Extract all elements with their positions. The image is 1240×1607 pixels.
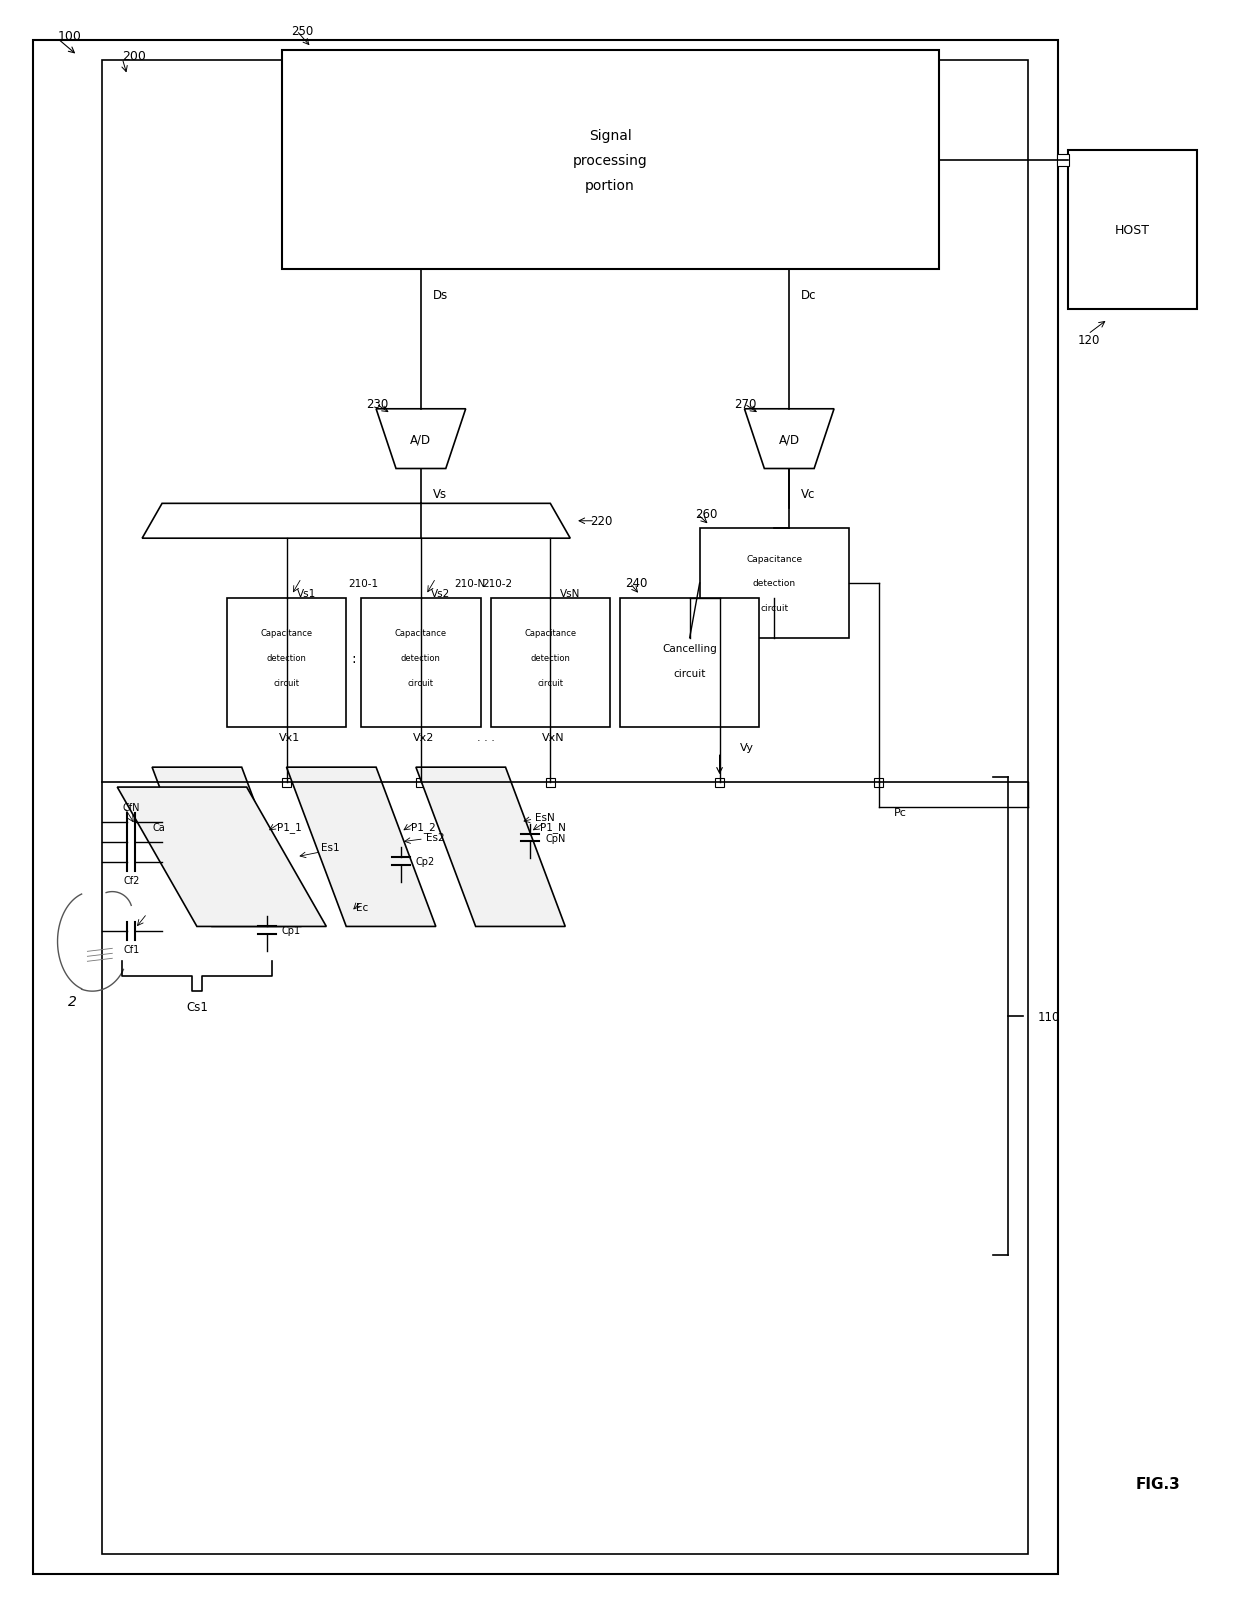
- Text: 110: 110: [1038, 1009, 1060, 1024]
- Text: Cs1: Cs1: [186, 1000, 208, 1012]
- Bar: [281, 51, 939, 270]
- Bar: [227, 598, 346, 728]
- Bar: [699, 529, 849, 638]
- Text: Signal: Signal: [589, 129, 631, 143]
- Text: Es1: Es1: [321, 842, 340, 852]
- Text: Ds: Ds: [433, 289, 448, 302]
- Text: 220: 220: [590, 514, 613, 529]
- Text: Vc: Vc: [801, 487, 816, 501]
- Text: 230: 230: [366, 399, 388, 411]
- Text: VsN: VsN: [560, 588, 580, 598]
- Bar: [103, 61, 1028, 1554]
- Text: Vx2: Vx2: [413, 733, 434, 742]
- Text: Vs1: Vs1: [296, 588, 316, 598]
- Polygon shape: [286, 768, 435, 927]
- Text: P1_N: P1_N: [541, 821, 567, 832]
- Text: :: :: [351, 651, 356, 665]
- Text: 210-1: 210-1: [348, 579, 378, 588]
- Text: Vs2: Vs2: [430, 588, 450, 598]
- Text: Ca: Ca: [153, 823, 165, 832]
- Text: A/D: A/D: [779, 432, 800, 445]
- Text: detection: detection: [753, 579, 796, 588]
- Text: 2: 2: [68, 995, 77, 1009]
- Text: Cf1: Cf1: [123, 945, 139, 955]
- Text: 200: 200: [123, 50, 146, 63]
- Bar: [874, 778, 883, 787]
- Polygon shape: [744, 410, 835, 469]
- Bar: [546, 778, 554, 787]
- Text: 120: 120: [1078, 333, 1100, 347]
- Text: CfN: CfN: [123, 802, 140, 813]
- Bar: [715, 778, 724, 787]
- Text: Vs: Vs: [433, 487, 446, 501]
- Bar: [620, 598, 759, 728]
- Text: circuit: circuit: [673, 669, 706, 678]
- Polygon shape: [415, 768, 565, 927]
- Text: Es2: Es2: [425, 832, 444, 842]
- Text: Ec: Ec: [356, 902, 368, 911]
- Text: CpN: CpN: [546, 832, 565, 844]
- Text: Dc: Dc: [801, 289, 817, 302]
- Text: detection: detection: [401, 654, 441, 662]
- Text: detection: detection: [267, 654, 306, 662]
- Text: Vx1: Vx1: [279, 733, 300, 742]
- Text: 210-2: 210-2: [482, 579, 513, 588]
- Text: 270: 270: [734, 399, 756, 411]
- Text: Pc: Pc: [894, 807, 906, 818]
- Text: P1_1: P1_1: [277, 821, 301, 832]
- Text: circuit: circuit: [274, 678, 300, 688]
- Text: Vy: Vy: [739, 742, 754, 752]
- Text: Cp2: Cp2: [415, 857, 435, 866]
- Polygon shape: [118, 787, 326, 927]
- Text: 100: 100: [57, 31, 82, 43]
- Text: Cp1: Cp1: [281, 926, 300, 935]
- Text: circuit: circuit: [408, 678, 434, 688]
- Polygon shape: [143, 505, 570, 538]
- Text: detection: detection: [531, 654, 570, 662]
- Text: portion: portion: [585, 178, 635, 193]
- Text: HOST: HOST: [1115, 223, 1151, 236]
- Text: 250: 250: [291, 26, 314, 39]
- Text: circuit: circuit: [537, 678, 563, 688]
- Bar: [361, 598, 481, 728]
- Bar: [1056, 154, 1069, 167]
- Text: Capacitance: Capacitance: [525, 628, 577, 638]
- Text: processing: processing: [573, 154, 647, 167]
- Bar: [417, 778, 425, 787]
- Text: Capacitance: Capacitance: [394, 628, 446, 638]
- Bar: [1068, 151, 1198, 310]
- Bar: [281, 778, 291, 787]
- Text: . . .: . . .: [476, 733, 495, 742]
- Text: 210-N: 210-N: [454, 579, 486, 588]
- Text: FIG.3: FIG.3: [1135, 1477, 1180, 1491]
- Text: 240: 240: [625, 577, 647, 590]
- Text: VxN: VxN: [542, 733, 564, 742]
- Text: Capacitance: Capacitance: [260, 628, 312, 638]
- Text: Cancelling: Cancelling: [662, 643, 717, 654]
- Bar: [491, 598, 610, 728]
- Polygon shape: [153, 768, 301, 927]
- Text: Cf2: Cf2: [123, 876, 139, 885]
- Text: A/D: A/D: [410, 432, 432, 445]
- Text: circuit: circuit: [760, 604, 789, 612]
- Text: 260: 260: [694, 508, 717, 521]
- Bar: [32, 42, 1058, 1573]
- Text: P1_2: P1_2: [410, 821, 435, 832]
- Polygon shape: [376, 410, 466, 469]
- Text: Capacitance: Capacitance: [746, 554, 802, 562]
- Text: EsN: EsN: [536, 813, 556, 823]
